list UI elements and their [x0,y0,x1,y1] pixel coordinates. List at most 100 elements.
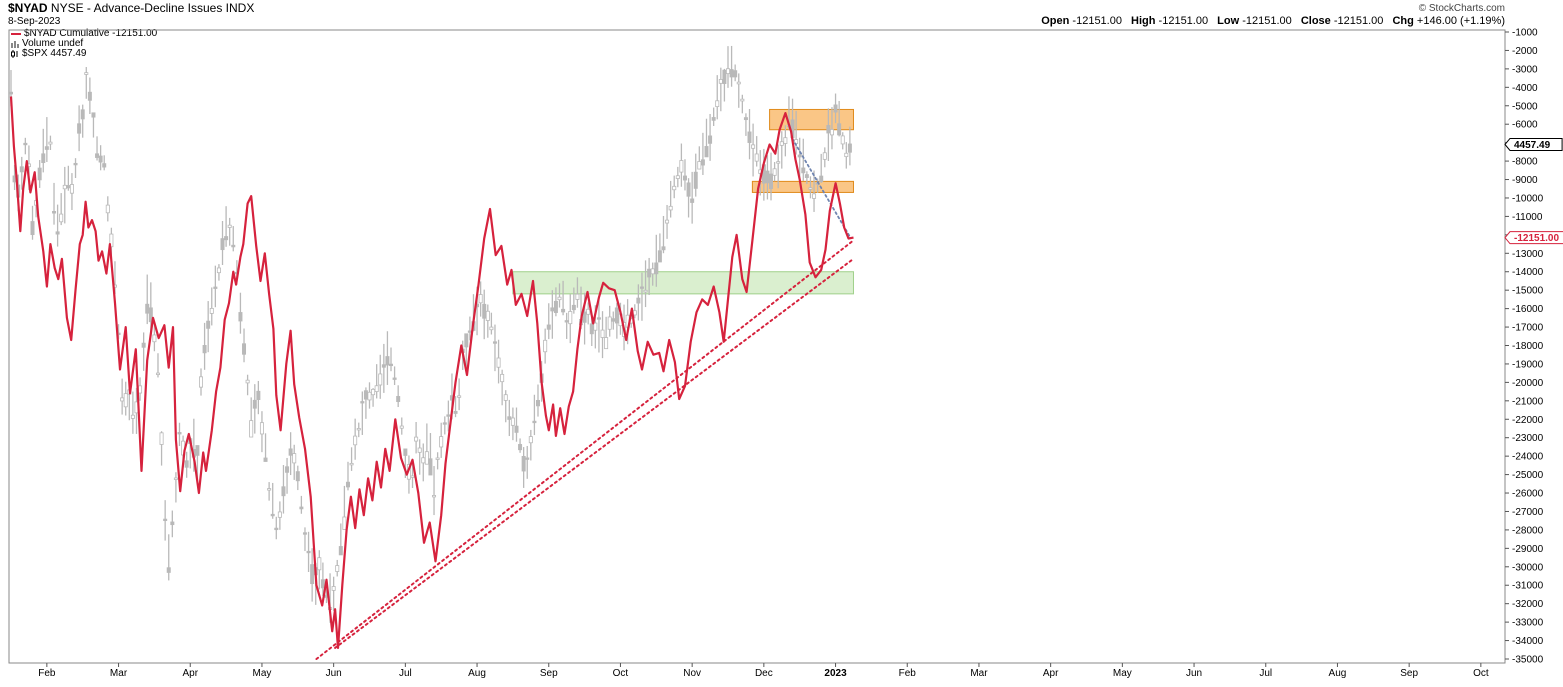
spx-bar-body [199,376,204,388]
x-tick-label: Feb [38,668,56,679]
y-tick-label: -29000 [1512,544,1544,555]
spx-bar-body [216,267,221,274]
spx-bar [299,495,304,514]
spx-bar [682,159,687,191]
change-label: Chg [1392,15,1414,27]
spx-bar-body [80,109,85,120]
spx-bar-body [772,168,777,176]
spx-bar-body [575,293,580,300]
spx-bar-body [374,385,379,392]
spx-bar [285,457,290,494]
spx-bar-body [213,286,218,289]
spx-bar-body [320,579,325,589]
spx-bar-body [801,167,806,174]
spx-bar-body [59,213,64,223]
spx-bar-body [432,495,437,498]
spx-bar-body [743,117,748,121]
spx-bar-body [209,308,214,314]
y-tick-label: -21000 [1512,396,1544,407]
spx-bar [163,500,168,541]
spx-bar-body [148,307,153,323]
volume-icon [11,40,19,48]
spx-bar-body [19,166,24,173]
y-tick-label: -30000 [1512,562,1544,573]
spx-bar-body [571,304,576,311]
spx-bar [657,233,662,263]
y-tick-label: -19000 [1512,359,1544,370]
spx-bar-body [414,436,419,442]
spx-bar [105,196,110,222]
spx-bar-body [492,341,497,344]
spx-bar-body [604,337,609,350]
spx-bar-body [614,307,619,324]
spx-bar [561,280,566,316]
spx-bar [256,380,261,415]
spx-bar [349,447,354,471]
spx-bar [41,128,46,173]
spx-bar-body [141,342,146,348]
spx-bar-body [378,373,383,386]
spx-bar [374,364,379,399]
spx-bar-body [295,471,300,482]
spx-bar-body [220,238,225,251]
spx-bar [19,156,24,190]
spx-bar-body [224,236,229,241]
spx-bar [779,131,784,169]
x-tick-label: Feb [899,668,917,679]
spx-bar-body [808,187,813,190]
spx-last-tag: 4457.49 [1504,137,1563,151]
spx-bar [378,354,383,399]
spx-bar [639,272,644,321]
spx-bar [381,343,386,393]
close-value: -12151.00 [1333,15,1384,27]
spx-bar-body [270,513,275,517]
spx-bar [44,117,49,162]
spx-bar [643,260,648,308]
y-tick-label: -31000 [1512,581,1544,592]
spx-bar-body [421,457,426,464]
spx-bar-body [277,511,282,518]
spx-bar [693,153,698,197]
legend-item-volume: Volume undef [11,39,157,49]
spx-bar-body [159,432,164,445]
spx-bar [152,322,157,352]
spx-bar-body [371,388,376,396]
spx-bar [238,292,243,334]
spx-bar [91,112,96,138]
spx-bar-body [52,210,57,214]
spx-bar [48,135,53,151]
nyad-last-tag-box [1504,231,1563,245]
spx-bar-body [417,447,422,453]
spx-bar [421,443,426,482]
spx-bar [166,534,171,581]
trendlines-layer [315,138,855,660]
x-tick-label: Apr [182,668,198,679]
spx-bar [665,204,670,239]
spx-bar [80,104,85,138]
spx-bar [396,385,401,408]
spx-bar-body [166,567,171,573]
spx-bar-body [249,420,254,438]
x-tick-label: May [252,668,271,679]
spx-bar-body [765,170,770,184]
spx-bar-body [514,425,519,433]
x-tick-label: Aug [1329,668,1347,679]
spx-bar [485,304,490,338]
spx-bar-body [564,320,569,323]
spx-bar [776,144,781,189]
y-tick-label: -1000 [1512,28,1538,39]
spx-bar [804,171,809,185]
spx-bar [145,274,150,325]
spx-bar [220,220,225,266]
spx-bar [302,527,307,552]
y-tick-label: -11000 [1512,212,1543,223]
spx-bar-body [679,160,684,173]
spx-bar [510,407,515,441]
y-tick-label: -25000 [1512,470,1544,481]
spx-bar [819,153,824,184]
spx-bar [575,277,580,308]
y-tick-label: -27000 [1512,507,1544,518]
trendline-blue-downtrend [791,138,851,238]
spx-bar-body [600,329,605,338]
spx-bar [252,384,257,434]
